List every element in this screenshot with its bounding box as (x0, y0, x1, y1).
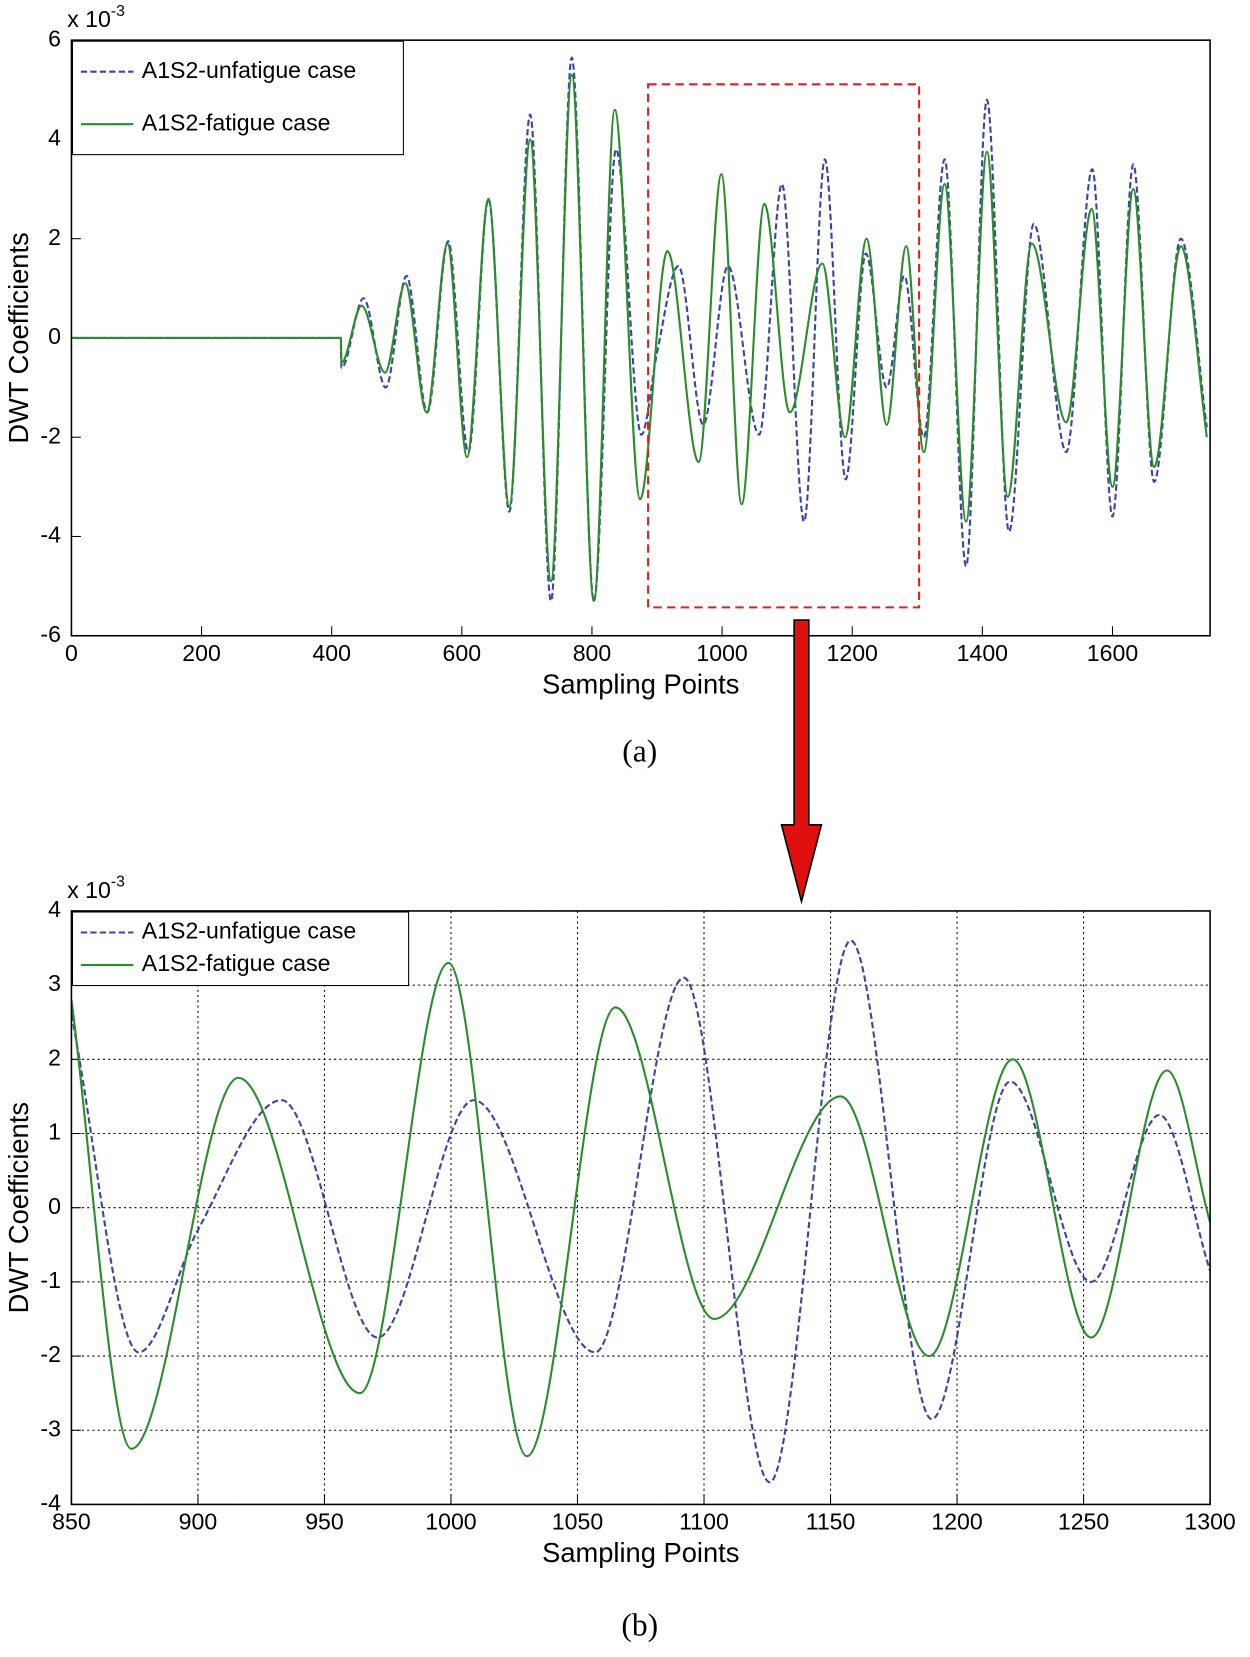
y-tick-label: 4 (48, 896, 61, 922)
legend-box (71, 40, 404, 156)
legend-box (71, 911, 410, 987)
plot-frame (70, 39, 1211, 637)
x-tick-label: 0 (65, 640, 78, 666)
x-tick-label: 600 (443, 640, 482, 666)
y-tick-label: -4 (40, 522, 61, 548)
x-tick-label: 400 (312, 640, 351, 666)
legend-label: A1S2-unfatigue case (142, 918, 356, 944)
y-axis-label: DWT Coefficients (3, 1102, 34, 1313)
legend-label: A1S2-unfatigue case (142, 57, 356, 83)
y-multiplier: x 10-3 (67, 3, 125, 32)
x-tick-label: 800 (573, 640, 612, 666)
x-tick-label: 1400 (957, 640, 1008, 666)
y-tick-label: -2 (40, 1341, 61, 1367)
y-tick-label: 0 (48, 1193, 61, 1219)
series-line (71, 939, 1211, 1484)
y-multiplier-base: x 10 (67, 6, 111, 32)
y-tick-label: -1 (40, 1267, 61, 1293)
x-tick-label: 1150 (806, 1508, 856, 1534)
legend-label: A1S2-fatigue case (142, 950, 331, 976)
y-multiplier: x 10-3 (67, 874, 125, 903)
x-tick-label: 1250 (1058, 1508, 1109, 1534)
zoom-box (647, 83, 921, 609)
y-multiplier-exponent: -3 (111, 3, 125, 20)
caption: (b) (621, 1608, 658, 1643)
x-tick-label: 200 (182, 640, 221, 666)
x-tick-label: 1000 (696, 640, 747, 666)
legend-label: A1S2-fatigue case (142, 109, 331, 135)
x-tick-label: 1000 (425, 1508, 476, 1534)
x-tick-label: 900 (179, 1508, 218, 1534)
y-tick-label: -6 (40, 621, 61, 647)
x-tick-label: 1200 (827, 640, 878, 666)
x-tick-label: 1300 (1184, 1508, 1235, 1534)
caption: (a) (622, 734, 657, 769)
zoom-arrow (780, 619, 823, 905)
y-multiplier-exponent: -3 (111, 874, 125, 891)
x-axis-label: Sampling Points (542, 1537, 739, 1568)
series-line (71, 73, 1208, 603)
y-axis-label: DWT Coefficients (3, 232, 34, 443)
series-line (71, 961, 1211, 1458)
y-tick-label: 1 (48, 1119, 61, 1145)
x-axis-label: Sampling Points (542, 668, 739, 699)
y-tick-label: 2 (48, 224, 61, 250)
y-tick-label: 3 (48, 970, 61, 996)
y-tick-label: 6 (48, 25, 61, 51)
x-tick-label: 1050 (552, 1508, 603, 1534)
y-multiplier-base: x 10 (67, 877, 111, 903)
x-tick-label: 1100 (679, 1508, 729, 1534)
y-tick-label: 2 (48, 1044, 61, 1070)
y-tick-label: -2 (40, 422, 61, 448)
y-tick-label: -3 (40, 1415, 61, 1441)
plot-frame (70, 910, 1211, 1506)
x-tick-label: 850 (52, 1508, 91, 1534)
y-tick-label: 4 (48, 125, 61, 151)
x-tick-label: 950 (305, 1508, 344, 1534)
x-tick-label: 1600 (1087, 640, 1138, 666)
y-tick-label: -4 (40, 1490, 61, 1516)
x-tick-label: 1200 (931, 1508, 982, 1534)
y-tick-label: 0 (48, 323, 61, 349)
